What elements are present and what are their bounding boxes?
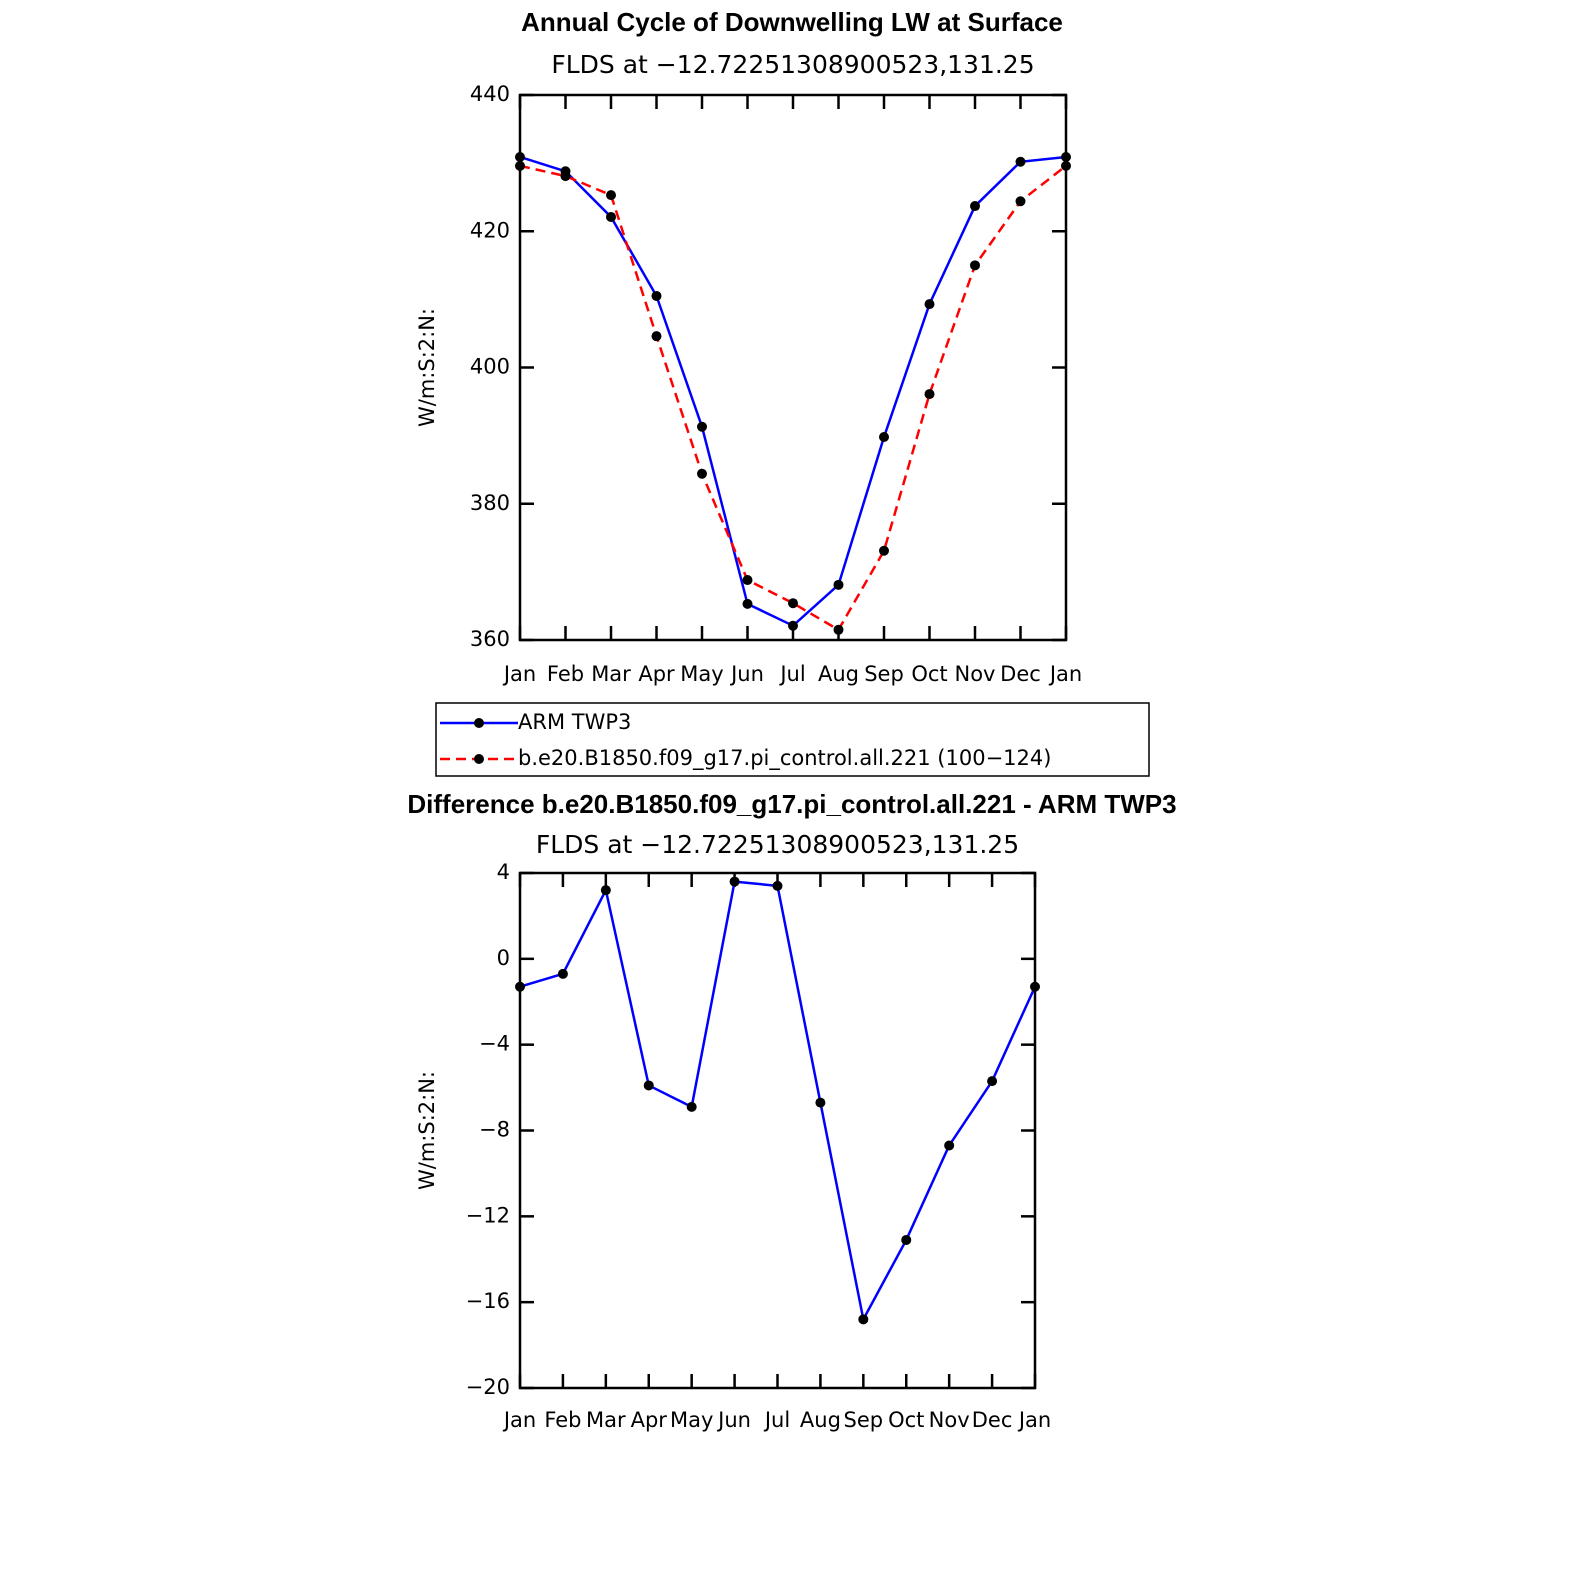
data-point xyxy=(651,290,662,301)
data-point xyxy=(788,598,798,609)
data-point xyxy=(970,260,980,271)
y-tick-label: 440 xyxy=(470,82,510,106)
series-line xyxy=(519,155,1067,628)
data-point xyxy=(901,1234,912,1245)
data-point xyxy=(924,299,935,310)
y-tick-label: −8 xyxy=(479,1118,510,1142)
data-point xyxy=(788,620,798,631)
data-point xyxy=(1030,981,1040,992)
y-tick-label: −12 xyxy=(466,1203,510,1227)
data-point xyxy=(651,331,662,342)
x-tick-label: Jul xyxy=(778,662,805,686)
y-tick-label: 0 xyxy=(497,946,510,970)
data-point xyxy=(970,201,980,212)
x-tick-label: May xyxy=(680,662,723,686)
x-tick-label: Oct xyxy=(911,662,947,686)
y-tick-label: 420 xyxy=(470,218,510,242)
x-tick-label: Jan xyxy=(1048,662,1082,686)
data-point xyxy=(560,171,571,182)
data-point xyxy=(1015,156,1026,167)
legend-marker xyxy=(474,718,484,728)
x-tick-label: Dec xyxy=(1000,662,1041,686)
data-point xyxy=(697,468,707,479)
chart-subtitle: FLDS at −12.72251308900523,131.25 xyxy=(536,830,1019,859)
x-tick-label: Jun xyxy=(729,662,764,686)
x-tick-label: Mar xyxy=(586,1408,626,1432)
y-tick-label: 4 xyxy=(497,860,510,884)
data-point xyxy=(606,211,616,222)
data-point xyxy=(879,431,889,442)
y-tick-label: −4 xyxy=(479,1032,510,1056)
y-tick-label: 360 xyxy=(470,627,510,651)
data-point xyxy=(833,624,844,635)
y-tick-label: −16 xyxy=(466,1289,510,1313)
chart-title: Difference b.e20.B1850.f09_g17.pi_contro… xyxy=(407,789,1176,819)
data-point xyxy=(515,151,525,162)
x-tick-label: Aug xyxy=(800,1408,841,1432)
series-line xyxy=(519,164,1067,632)
data-point xyxy=(815,1097,826,1108)
x-tick-label: Oct xyxy=(888,1408,924,1432)
data-point xyxy=(697,421,707,432)
data-point xyxy=(515,981,525,992)
y-tick-label: −20 xyxy=(466,1375,510,1399)
x-tick-label: Sep xyxy=(864,662,904,686)
x-tick-label: Jul xyxy=(763,1408,790,1432)
y-axis-label: W/m:S:2:N: xyxy=(415,1071,439,1190)
x-tick-label: Jun xyxy=(716,1408,751,1432)
data-point xyxy=(987,1076,998,1087)
x-tick-label: May xyxy=(670,1408,713,1432)
data-point xyxy=(600,885,611,896)
x-tick-label: Feb xyxy=(544,1408,581,1432)
chart-title: Annual Cycle of Downwelling LW at Surfac… xyxy=(521,7,1063,37)
x-tick-label: Nov xyxy=(955,662,996,686)
legend-box xyxy=(435,702,1150,777)
y-axis-label: W/m:S:2:N: xyxy=(415,308,439,427)
data-point xyxy=(557,968,568,979)
data-point xyxy=(1015,196,1026,207)
data-point xyxy=(686,1101,697,1112)
plot-frame xyxy=(518,871,1037,1390)
x-tick-label: Jan xyxy=(1017,1408,1051,1432)
series-line xyxy=(519,880,1037,1323)
data-point xyxy=(606,190,616,201)
x-tick-label: Feb xyxy=(547,662,584,686)
y-tick-label: 380 xyxy=(470,491,510,515)
data-point xyxy=(858,1314,869,1325)
y-tick-label: 400 xyxy=(470,355,510,379)
x-tick-label: Apr xyxy=(631,1408,668,1432)
data-point xyxy=(729,876,740,887)
x-tick-label: Sep xyxy=(844,1408,884,1432)
legend-marker xyxy=(474,754,484,764)
x-tick-label: Nov xyxy=(929,1408,970,1432)
data-point xyxy=(879,545,889,556)
legend-label: b.e20.B1850.f09_g17.pi_control.all.221 (… xyxy=(518,746,1051,771)
chart-subtitle: FLDS at −12.72251308900523,131.25 xyxy=(551,50,1034,79)
data-point xyxy=(772,880,783,891)
data-point xyxy=(924,389,935,400)
x-tick-label: Jan xyxy=(502,1408,536,1432)
legend-label: ARM TWP3 xyxy=(518,710,631,734)
data-point xyxy=(643,1080,654,1091)
x-tick-label: Aug xyxy=(818,662,859,686)
data-point xyxy=(833,579,844,590)
x-tick-label: Jan xyxy=(502,662,536,686)
data-point xyxy=(515,160,525,171)
x-tick-label: Apr xyxy=(638,662,675,686)
data-point xyxy=(1061,160,1071,171)
data-point xyxy=(742,598,753,609)
x-tick-label: Mar xyxy=(591,662,631,686)
plot-frame xyxy=(518,93,1068,642)
data-point xyxy=(944,1140,955,1151)
x-tick-label: Dec xyxy=(972,1408,1013,1432)
data-point xyxy=(742,575,753,586)
data-point xyxy=(1061,151,1071,162)
